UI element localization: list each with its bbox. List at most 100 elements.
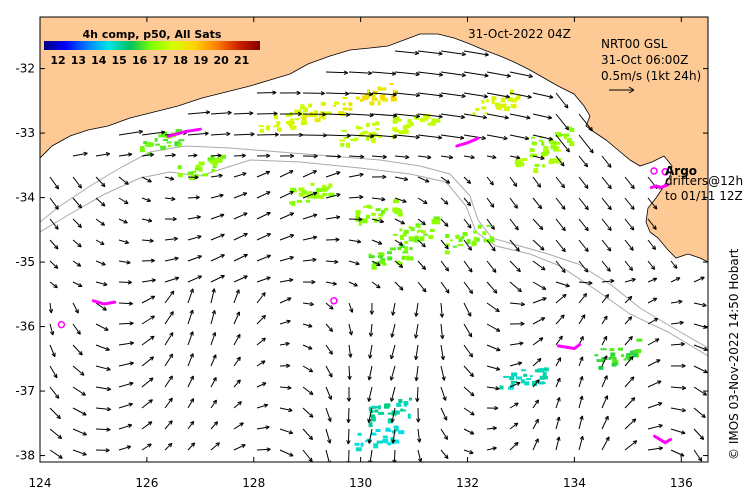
current-arrow — [49, 281, 58, 289]
current-arrow — [302, 257, 317, 263]
current-arrow — [486, 176, 494, 186]
current-arrow — [367, 428, 373, 444]
current-arrow — [141, 377, 154, 388]
current-arrow — [256, 403, 269, 409]
current-arrow — [601, 239, 612, 252]
current-arrow — [578, 415, 584, 430]
current-arrow — [486, 218, 495, 230]
current-arrow — [348, 281, 358, 287]
current-arrow — [118, 218, 128, 224]
current-arrow — [371, 71, 397, 76]
current-arrow — [210, 193, 224, 199]
current-arrow — [670, 407, 686, 413]
current-arrow — [440, 344, 445, 361]
current-arrow — [624, 197, 635, 210]
current-arrow — [302, 365, 314, 373]
current-arrow — [141, 295, 156, 304]
current-arrow — [578, 280, 593, 286]
current-arrow — [601, 260, 611, 272]
current-arrow — [325, 112, 351, 117]
current-arrow — [647, 424, 663, 430]
current-arrow — [346, 387, 352, 402]
current-arrow — [279, 297, 292, 304]
current-arrow — [509, 321, 525, 326]
current-arrow — [440, 365, 446, 381]
current-arrow — [164, 332, 174, 346]
current-arrow — [164, 353, 174, 367]
current-arrow — [141, 315, 155, 325]
current-arrow — [394, 197, 407, 203]
current-arrow — [49, 386, 60, 399]
current-arrow — [95, 386, 112, 392]
current-arrow — [509, 176, 518, 187]
current-arrow — [647, 338, 660, 346]
current-arrow — [302, 344, 313, 350]
current-arrow — [164, 290, 175, 304]
current-arrow — [414, 344, 419, 360]
current-arrow — [141, 238, 154, 243]
current-arrow — [95, 239, 105, 245]
current-arrow — [367, 365, 373, 381]
drifters-legend-label: drifters@12h — [665, 174, 743, 188]
current-arrow — [417, 176, 430, 183]
current-arrow — [389, 365, 396, 381]
drifter-track — [91, 299, 117, 306]
current-arrow — [463, 92, 488, 99]
current-arrow — [72, 260, 82, 267]
current-arrow — [95, 152, 111, 157]
current-arrow — [164, 420, 173, 430]
drifter-legend-icon — [649, 184, 661, 190]
longitude-axis: 124 126 128 130 132 134 136 — [29, 17, 693, 490]
current-arrow — [555, 314, 565, 325]
current-arrow — [210, 332, 217, 346]
current-arrow — [463, 428, 475, 435]
current-arrow — [118, 445, 132, 451]
argo-float-marker — [57, 320, 66, 329]
current-arrow — [302, 235, 318, 241]
current-arrow — [141, 443, 152, 451]
current-arrow — [49, 428, 63, 439]
current-arrow — [233, 289, 240, 304]
current-arrow — [325, 70, 348, 75]
current-arrow — [601, 278, 615, 284]
colorbar-tick-label: 20 — [214, 54, 230, 67]
current-arrow — [486, 426, 497, 431]
current-arrow — [302, 301, 314, 307]
current-arrow — [141, 130, 166, 136]
current-arrow — [72, 386, 86, 396]
bathymetry-contour-shelf — [40, 145, 708, 349]
drifters-range-label: to 01/11 12Z — [665, 189, 743, 203]
sst-patch — [177, 154, 226, 180]
current-arrow — [463, 260, 473, 273]
current-arrow — [417, 260, 427, 270]
current-arrow — [624, 316, 633, 325]
current-arrow — [486, 405, 499, 411]
current-arrow — [164, 216, 177, 222]
current-arrow — [256, 90, 277, 95]
sst-patch — [355, 199, 403, 226]
current-arrow — [210, 376, 217, 388]
current-arrow — [555, 134, 570, 153]
current-arrow — [601, 197, 612, 211]
current-arrow — [693, 365, 708, 374]
current-arrow — [394, 239, 404, 246]
current-arrow — [509, 218, 519, 231]
current-arrow — [555, 416, 561, 430]
current-arrow — [578, 435, 584, 451]
current-arrow — [72, 218, 82, 228]
current-arrow — [367, 386, 373, 402]
current-arrow — [371, 113, 398, 118]
current-arrow — [256, 292, 266, 304]
current-arrow — [187, 309, 194, 325]
latitude-tick-label: -34 — [15, 191, 35, 205]
current-arrow — [647, 359, 661, 367]
current-arrow — [440, 71, 466, 78]
current-arrow — [210, 309, 216, 325]
current-arrow — [394, 113, 421, 119]
current-arrow — [233, 212, 248, 220]
current-arrow — [578, 113, 593, 132]
current-arrow — [555, 218, 566, 232]
current-arrow — [141, 258, 155, 263]
current-arrow — [578, 314, 586, 325]
